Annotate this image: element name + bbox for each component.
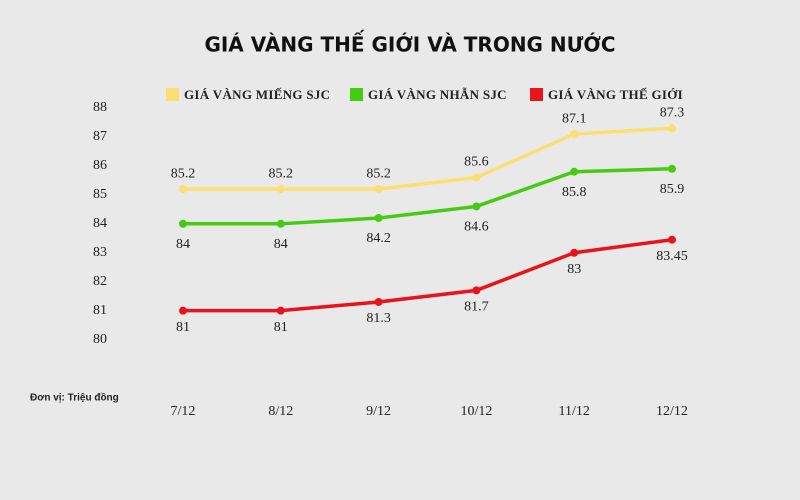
series-line [183, 126, 673, 191]
y-tick-label: 88 [93, 100, 107, 115]
legend-swatch [530, 88, 543, 101]
data-label: 84 [176, 237, 190, 252]
y-tick-label: 85 [93, 187, 107, 202]
x-tick-label: 7/12 [171, 404, 196, 419]
point [668, 235, 676, 244]
y-tick-label: 84 [93, 216, 107, 231]
data-label: 85.2 [269, 166, 294, 181]
y-tick-label: 82 [93, 274, 107, 289]
data-label: 81 [274, 320, 288, 335]
point [179, 219, 187, 228]
x-tick-label: 10/12 [460, 404, 492, 419]
data-label: 85.2 [366, 166, 391, 181]
data-label: 83 [567, 262, 581, 277]
point [276, 219, 285, 228]
y-tick-label: 80 [93, 332, 107, 347]
point [570, 130, 579, 139]
legend-swatch [166, 88, 179, 101]
data-label: 85.2 [171, 166, 196, 181]
data-label: 85.6 [464, 155, 489, 170]
series-line [183, 237, 673, 313]
data-label: 85.8 [562, 185, 587, 200]
x-tick-label: 11/12 [559, 404, 590, 419]
point [570, 167, 579, 176]
x-tick-label: 8/12 [268, 404, 293, 419]
point [179, 185, 187, 194]
point [276, 306, 285, 315]
chart-title: GIÁ VÀNG THẾ GIỚI VÀ TRONG NƯỚC [204, 31, 615, 57]
x-tick-label: 12/12 [656, 404, 688, 419]
point [179, 306, 187, 315]
y-tick-label: 86 [93, 158, 107, 173]
point [472, 173, 481, 182]
legend-swatch [350, 88, 363, 101]
data-label: 81.7 [464, 300, 489, 315]
point [570, 248, 579, 257]
x-tick-label: 9/12 [366, 404, 391, 419]
legend-label: GIÁ VÀNG NHẪN SJC [368, 87, 507, 102]
point [472, 202, 481, 211]
data-label: 85.9 [660, 182, 685, 197]
data-label: 84.2 [366, 231, 391, 246]
y-tick-label: 81 [93, 303, 107, 318]
point [374, 214, 383, 223]
point [276, 185, 285, 194]
point [668, 164, 676, 173]
legend-label: GIÁ VÀNG MIẾNG SJC [184, 87, 330, 102]
data-label: 81.3 [366, 311, 391, 326]
point [668, 124, 676, 133]
point [374, 185, 383, 194]
data-label: 84.6 [464, 220, 489, 235]
data-label: 84 [274, 237, 288, 252]
y-tick-label: 87 [93, 129, 107, 144]
data-label: 87.1 [562, 111, 587, 126]
legend-label: GIÁ VÀNG THẾ GIỚI [548, 87, 683, 102]
data-label: 81 [176, 320, 190, 335]
point [374, 297, 383, 306]
data-label: 87.3 [660, 105, 685, 120]
data-label: 83.45 [656, 249, 688, 264]
y-tick-label: 83 [93, 245, 107, 260]
series-line [183, 167, 673, 226]
point [472, 286, 481, 295]
unit-note: Đơn vị: Triệu đồng [30, 392, 119, 404]
